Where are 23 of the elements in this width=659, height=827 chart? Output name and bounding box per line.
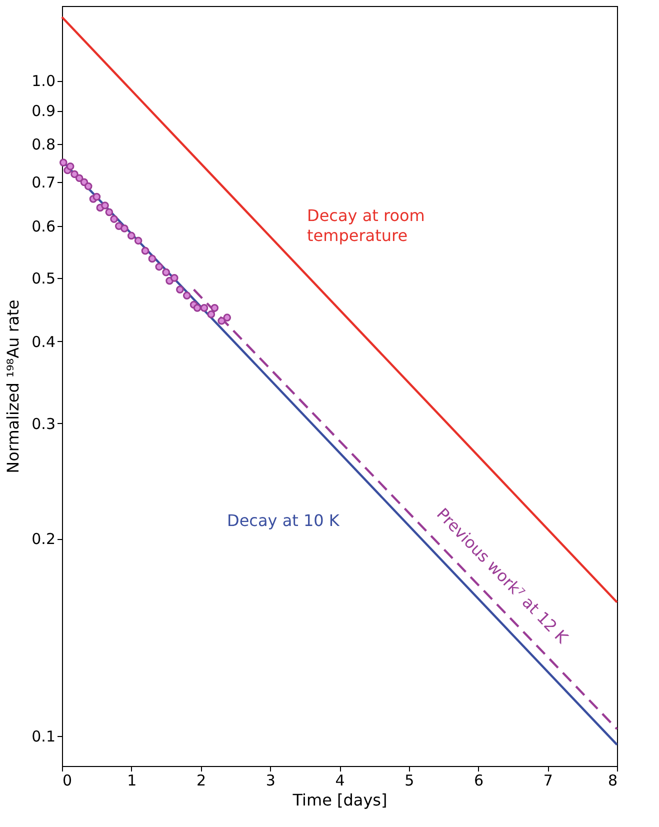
y-tick-label: 0.3: [32, 414, 56, 433]
x-tick-label: 6: [474, 772, 484, 790]
x-tick-label: 7: [543, 772, 553, 790]
y-tick-label: 0.2: [32, 530, 56, 548]
x-tick-label: 5: [404, 772, 414, 790]
text: Decay at 10 K: [227, 511, 340, 530]
x-tick-label: 4: [335, 772, 345, 790]
x-tick-label: 8: [608, 772, 618, 790]
y-tick-label: 0.9: [32, 102, 56, 120]
x-tick-label: 1: [127, 772, 137, 790]
y-tick-label: 0.4: [32, 332, 56, 351]
y-tick-label: 0.6: [32, 218, 56, 236]
y-tick-label: 1.0: [32, 72, 56, 90]
x-tick-label: 2: [196, 772, 206, 790]
y-axis-title: Normalized ¹⁹⁸Au rate: [4, 300, 23, 474]
series-label: Decay at room temperature: [307, 206, 425, 245]
y-tick-label: 0.7: [32, 174, 56, 192]
x-tick-label: 0: [62, 772, 72, 790]
x-axis-title: Time [days]: [292, 790, 388, 810]
y-tick-label: 0.8: [32, 136, 56, 154]
x-tick-label: 3: [266, 772, 276, 790]
y-tick-label: 0.1: [32, 728, 56, 746]
y-tick-label: 0.5: [32, 269, 56, 288]
